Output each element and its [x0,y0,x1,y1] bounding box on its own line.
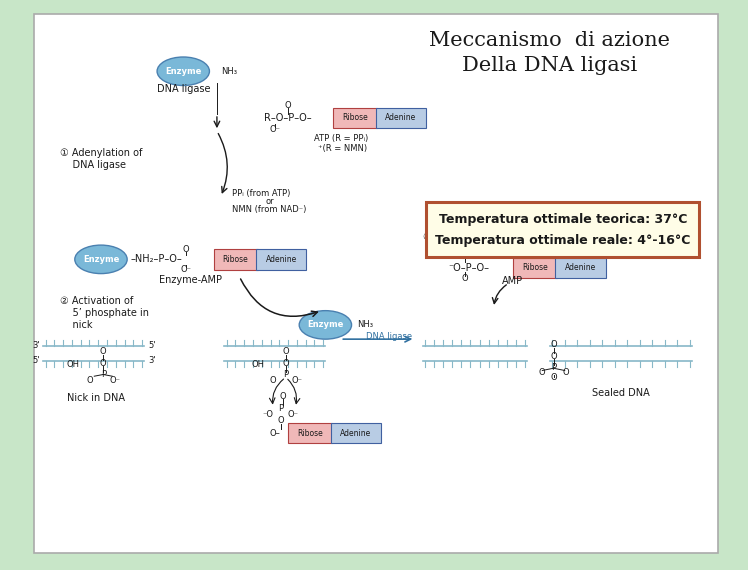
FancyBboxPatch shape [34,14,718,553]
FancyBboxPatch shape [288,423,332,443]
Text: Adenine: Adenine [385,113,417,123]
Text: O: O [270,376,276,385]
Text: ⁻O: ⁻O [263,410,273,419]
Ellipse shape [299,311,352,339]
FancyBboxPatch shape [331,423,381,443]
Text: O: O [539,368,545,377]
FancyBboxPatch shape [256,249,307,270]
Text: ATP (R = PPᵢ): ATP (R = PPᵢ) [314,134,369,143]
FancyBboxPatch shape [555,258,606,278]
Text: Ribose: Ribose [522,263,548,272]
Text: O: O [462,249,468,258]
Text: Sealed DNA: Sealed DNA [592,388,650,398]
Text: O⁻: O⁻ [269,125,280,134]
Text: Temperatura ottimale reale: 4°-16°C: Temperatura ottimale reale: 4°-16°C [435,234,690,247]
Text: O: O [562,368,568,377]
Text: ③ Displacement of AMP seals nick: ③ Displacement of AMP seals nick [423,231,590,242]
Text: O: O [283,347,289,356]
Ellipse shape [157,57,209,86]
Text: DNA ligase: DNA ligase [156,84,210,95]
Text: O: O [551,352,557,361]
Text: AMP: AMP [502,276,523,286]
Text: Ribose: Ribose [298,429,323,438]
Text: O: O [87,376,93,385]
Text: PPᵢ (from ATP): PPᵢ (from ATP) [232,189,290,198]
Text: O: O [278,416,283,425]
Text: P: P [283,370,288,379]
Text: Nick in DNA: Nick in DNA [67,393,125,403]
Text: OH: OH [67,360,80,369]
Text: NH₃: NH₃ [221,67,236,76]
Text: OH: OH [251,360,265,369]
FancyBboxPatch shape [333,108,377,128]
Text: ⁻O–P–O–: ⁻O–P–O– [449,263,490,273]
Text: O: O [462,274,468,283]
Ellipse shape [75,245,127,274]
Text: ① Adenylation of
    DNA ligase: ① Adenylation of DNA ligase [60,148,142,170]
Text: Adenine: Adenine [266,255,297,264]
Text: O: O [283,359,289,368]
Text: O: O [280,392,286,401]
FancyBboxPatch shape [426,202,699,256]
Text: Enzyme: Enzyme [165,67,201,76]
Text: Ribose: Ribose [343,113,368,123]
FancyBboxPatch shape [376,108,426,128]
Text: Meccanismo  di azione
Della DNA ligasi: Meccanismo di azione Della DNA ligasi [429,31,670,75]
Text: O: O [551,373,557,382]
Text: Adenine: Adenine [340,429,372,438]
Text: 3': 3' [148,356,156,365]
Text: O: O [551,340,557,349]
Text: Ribose: Ribose [223,255,248,264]
Text: O: O [285,101,291,110]
FancyBboxPatch shape [213,249,257,270]
Text: Adenine: Adenine [565,263,596,272]
Text: DNA ligase: DNA ligase [366,332,412,341]
Text: 5': 5' [148,341,156,351]
Text: or: or [266,197,275,206]
Text: O⁻: O⁻ [180,265,191,274]
Text: O⁻: O⁻ [288,410,298,419]
Text: Enzyme: Enzyme [83,255,119,264]
Text: 3': 3' [32,341,40,351]
Text: ⁺(R = NMN): ⁺(R = NMN) [318,144,367,153]
Text: NH₃: NH₃ [357,320,373,329]
Text: O: O [100,347,106,356]
Text: ② Activation of
    5’ phosphate in
    nick: ② Activation of 5’ phosphate in nick [60,296,149,329]
Text: –NH₂–P–O–: –NH₂–P–O– [131,254,183,264]
Text: O: O [100,359,106,368]
Text: 5': 5' [32,356,40,365]
Text: R–O–P–O–: R–O–P–O– [264,113,312,123]
Text: Enzyme-AMP: Enzyme-AMP [159,275,222,286]
FancyBboxPatch shape [513,258,557,278]
Text: Enzyme: Enzyme [307,320,343,329]
Text: P: P [551,363,556,372]
Text: O: O [183,245,188,254]
Text: P: P [101,370,105,379]
Text: P: P [278,404,283,413]
Text: O–: O– [269,429,280,438]
Text: O⁻: O⁻ [292,376,302,385]
Text: Temperatura ottimale teorica: 37°C: Temperatura ottimale teorica: 37°C [438,213,687,226]
Text: O⁻: O⁻ [110,376,120,385]
Text: NMN (from NAD⁻): NMN (from NAD⁻) [232,205,306,214]
